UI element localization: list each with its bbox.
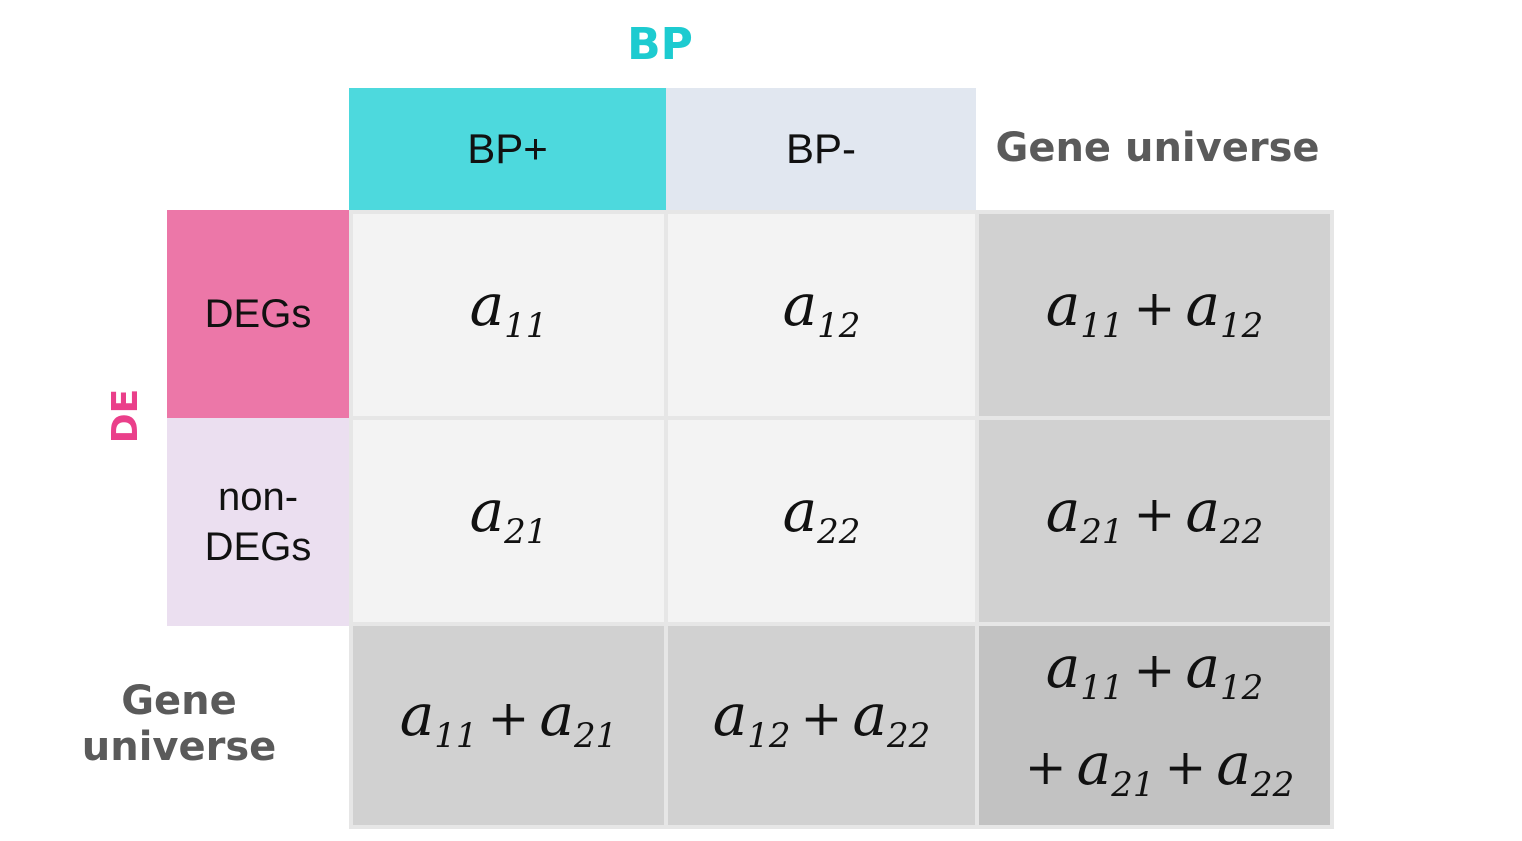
expression: a11 xyxy=(470,267,548,364)
subscript: 22 xyxy=(817,511,861,552)
var-a: a xyxy=(712,681,748,750)
var-a: a xyxy=(1045,476,1081,545)
expression: a21 + a22 xyxy=(1046,473,1264,570)
cell-a22: a22 xyxy=(668,420,975,622)
subscript: 11 xyxy=(434,715,478,756)
grand-total-line-2: + a21 + a22 xyxy=(1015,726,1295,823)
subscript: 12 xyxy=(1220,305,1264,346)
plus-sign: + xyxy=(487,689,530,748)
var-a: a xyxy=(1185,632,1221,701)
subscript: 11 xyxy=(504,305,548,346)
var-a: a xyxy=(1185,270,1221,339)
subscript: 11 xyxy=(1080,667,1124,708)
subscript: 12 xyxy=(1220,667,1264,708)
column-header-bp-minus: BP- xyxy=(666,88,976,210)
subscript: 22 xyxy=(1220,511,1264,552)
cell-a12: a12 xyxy=(668,214,975,416)
expression: a21 xyxy=(470,473,548,570)
row-header-non-degs: non- DEGs xyxy=(167,418,349,626)
subscript: 21 xyxy=(504,511,548,552)
cell-a11: a11 xyxy=(353,214,664,416)
axis-title-de: DE xyxy=(104,388,146,444)
expression: a12 xyxy=(783,267,861,364)
subscript: 12 xyxy=(817,305,861,346)
row-header-non-degs-label: non- DEGs xyxy=(204,475,312,569)
var-a: a xyxy=(469,476,505,545)
var-a: a xyxy=(539,681,575,750)
grand-total-line-1: a11 + a12 xyxy=(1046,629,1264,726)
column-header-gene-universe: Gene universe xyxy=(995,125,1320,171)
row-header-gene-universe: Gene universe xyxy=(81,678,277,770)
axis-title-bp: BP xyxy=(627,18,693,70)
column-header-bp-plus: BP+ xyxy=(349,88,666,210)
var-a: a xyxy=(469,270,505,339)
subscript: 12 xyxy=(747,715,791,756)
subscript: 21 xyxy=(1111,764,1155,805)
expression: a11 + a12 xyxy=(1046,267,1264,364)
plus-sign: + xyxy=(1133,278,1176,337)
plus-sign: + xyxy=(800,689,843,748)
plus-sign: + xyxy=(1133,484,1176,543)
expression: a11 + a21 xyxy=(400,677,618,774)
cell-row1-total: a11 + a12 xyxy=(979,214,1330,416)
plus-sign: + xyxy=(1024,737,1067,796)
row-header-degs: DEGs xyxy=(167,210,349,418)
var-a: a xyxy=(399,681,435,750)
expression: a22 xyxy=(783,473,861,570)
row-header-degs-label: DEGs xyxy=(204,292,312,336)
var-a: a xyxy=(782,476,818,545)
subscript: 22 xyxy=(887,715,931,756)
cell-a21: a21 xyxy=(353,420,664,622)
var-a: a xyxy=(1185,476,1221,545)
cell-col2-total: a12 + a22 xyxy=(668,626,975,825)
cell-row2-total: a21 + a22 xyxy=(979,420,1330,622)
subscript: 21 xyxy=(574,715,618,756)
var-a: a xyxy=(1076,729,1112,798)
subscript: 11 xyxy=(1080,305,1124,346)
plus-sign: + xyxy=(1164,737,1207,796)
cell-col1-total: a11 + a21 xyxy=(353,626,664,825)
var-a: a xyxy=(1216,729,1251,798)
subscript: 21 xyxy=(1080,511,1124,552)
var-a: a xyxy=(782,270,818,339)
plus-sign: + xyxy=(1133,640,1176,699)
subscript: 22 xyxy=(1251,764,1295,805)
cell-grand-total: a11 + a12 + a21 + a22 xyxy=(979,626,1330,825)
expression: a12 + a22 xyxy=(713,677,931,774)
var-a: a xyxy=(1045,270,1081,339)
var-a: a xyxy=(852,681,888,750)
var-a: a xyxy=(1045,632,1081,701)
